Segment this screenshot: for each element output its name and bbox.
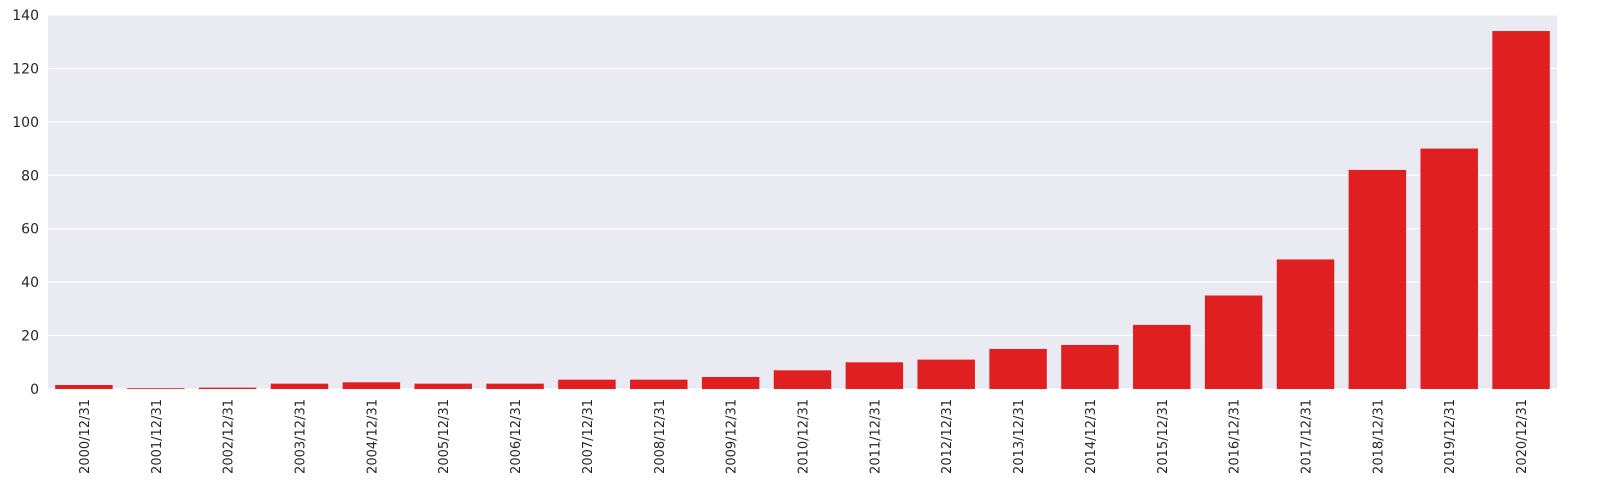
x-tick-label: 2014/12/31 (1084, 399, 1099, 474)
bar (845, 362, 904, 389)
bar (701, 376, 760, 389)
y-tick-label: 0 (30, 382, 39, 398)
x-tick-label: 2018/12/31 (1371, 399, 1386, 474)
bar (558, 379, 616, 389)
x-tick-label: 2004/12/31 (365, 399, 380, 474)
x-tick-label: 2000/12/31 (78, 399, 93, 474)
y-tick-label: 80 (21, 168, 39, 184)
bar (917, 359, 975, 389)
bar (342, 382, 401, 389)
bar (270, 383, 329, 389)
y-tick-label: 40 (21, 275, 39, 291)
x-tick-label: 2010/12/31 (797, 399, 812, 474)
x-tick-label: 2012/12/31 (940, 399, 955, 474)
x-tick-label: 2008/12/31 (653, 399, 668, 474)
bar (1204, 295, 1263, 389)
bar (630, 379, 688, 389)
bar (1276, 259, 1335, 389)
x-tick-label: 2006/12/31 (509, 399, 524, 474)
x-tick-label: 2011/12/31 (868, 399, 883, 474)
bar (1492, 31, 1550, 390)
bar (486, 383, 544, 389)
bar (1133, 324, 1191, 389)
x-tick-label: 2013/12/31 (1012, 399, 1027, 474)
y-tick-label: 140 (12, 8, 39, 24)
x-tick-label: 2001/12/31 (150, 399, 165, 474)
x-tick-label: 2015/12/31 (1156, 399, 1171, 474)
x-tick-label: 2016/12/31 (1228, 399, 1243, 474)
bar (198, 387, 257, 389)
x-tick-label: 2005/12/31 (437, 399, 452, 474)
bar (1061, 344, 1119, 389)
bar (773, 370, 832, 389)
y-tick-label: 100 (12, 115, 39, 131)
bar (989, 348, 1047, 389)
x-tick-label: 2020/12/31 (1515, 399, 1530, 474)
x-tick-label: 2017/12/31 (1300, 399, 1315, 474)
y-tick-label: 60 (21, 222, 39, 238)
bar (1348, 169, 1407, 389)
y-tick-label: 20 (21, 329, 39, 345)
bar (55, 384, 113, 389)
x-axis-ticks: 2000/12/31 2001/12/31 2002/12/31 2003/12/31… (78, 399, 1530, 474)
bar (127, 388, 185, 389)
x-tick-label: 2009/12/31 (725, 399, 740, 474)
bars (55, 31, 1550, 390)
x-tick-label: 2002/12/31 (222, 399, 237, 474)
bar (1420, 148, 1478, 389)
y-tick-label: 120 (12, 61, 39, 77)
x-tick-label: 2019/12/31 (1443, 399, 1458, 474)
x-tick-label: 2003/12/31 (294, 399, 309, 474)
bar (414, 383, 472, 389)
y-axis-ticks: 0 20 40 60 80 100 120 140 (12, 8, 39, 398)
x-tick-label: 2007/12/31 (581, 399, 596, 474)
